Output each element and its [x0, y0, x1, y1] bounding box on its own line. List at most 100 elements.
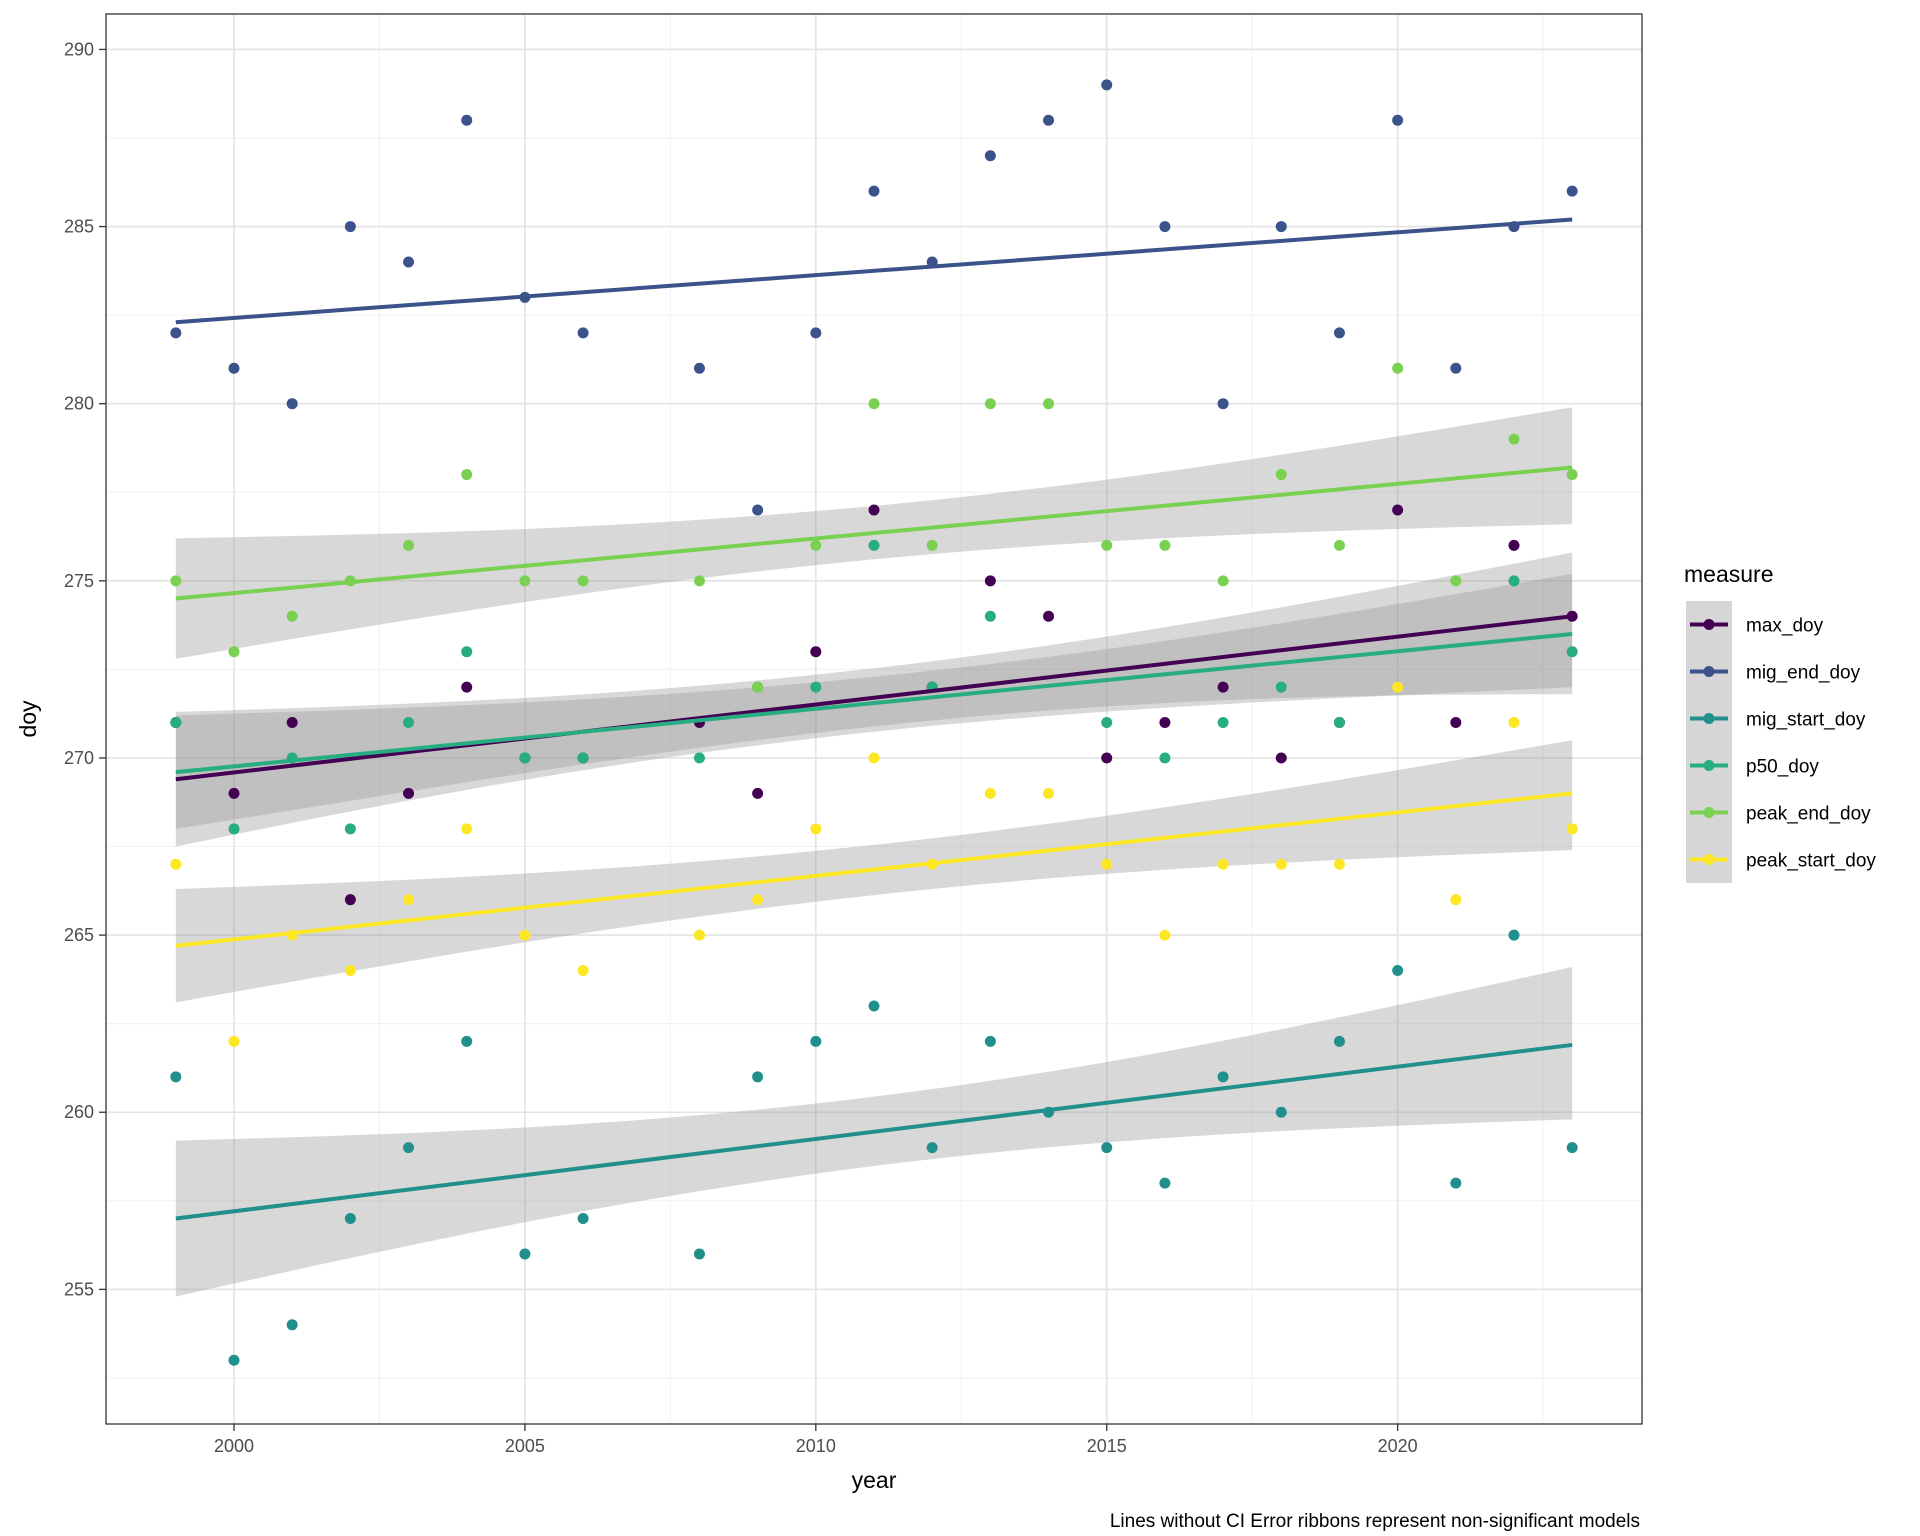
point-mig_end_doy [868, 185, 880, 197]
point-mig_start_doy [1566, 1142, 1578, 1154]
point-p50_doy [1508, 575, 1520, 587]
point-mig_end_doy [170, 327, 182, 339]
point-peak_start_doy [1450, 894, 1462, 906]
point-mig_end_doy [403, 256, 415, 268]
point-mig_start_doy [1450, 1177, 1462, 1189]
point-mig_start_doy [926, 1142, 938, 1154]
point-peak_end_doy [1275, 469, 1287, 481]
point-peak_start_doy [344, 965, 356, 977]
point-max_doy [1159, 717, 1171, 729]
point-peak_end_doy [403, 539, 415, 551]
point-peak_end_doy [1217, 575, 1229, 587]
point-peak_end_doy [1392, 362, 1404, 374]
point-mig_start_doy [1333, 1035, 1345, 1047]
point-max_doy [461, 681, 473, 693]
point-peak_start_doy [577, 965, 589, 977]
point-mig_end_doy [1392, 114, 1404, 126]
point-peak_end_doy [577, 575, 589, 587]
point-mig_start_doy [519, 1248, 531, 1260]
point-mig_end_doy [752, 504, 764, 516]
point-mig_end_doy [286, 398, 298, 410]
ci-ribbon-p50_doy [175, 573, 1573, 847]
point-peak_end_doy [984, 398, 996, 410]
point-p50_doy [1217, 717, 1229, 729]
y-tick-label: 270 [64, 748, 94, 768]
point-peak_end_doy [1043, 398, 1055, 410]
legend-key-point-mig_end_doy [1703, 666, 1715, 677]
point-mig_start_doy [1275, 1106, 1287, 1118]
point-max_doy [984, 575, 996, 587]
chart-caption: Lines without CI Error ribbons represent… [1110, 1511, 1640, 1532]
trend-line-mig_start_doy [175, 1042, 1573, 1221]
point-max_doy [1450, 717, 1462, 729]
point-peak_start_doy [868, 752, 880, 764]
legend-label-peak_end_doy: peak_end_doy [1746, 804, 1871, 825]
point-mig_start_doy [984, 1035, 996, 1047]
point-mig_start_doy [868, 1000, 880, 1012]
point-peak_end_doy [461, 469, 473, 481]
point-p50_doy [1333, 717, 1345, 729]
point-peak_end_doy [752, 681, 764, 693]
y-tick-label: 285 [64, 217, 94, 237]
point-max_doy [1217, 681, 1229, 693]
point-mig_end_doy [693, 362, 705, 374]
point-peak_end_doy [1450, 575, 1462, 587]
point-mig_end_doy [984, 150, 996, 162]
x-axis-title: year [852, 1467, 897, 1493]
point-p50_doy [810, 681, 822, 693]
point-p50_doy [519, 752, 531, 764]
trend-lines [175, 217, 1573, 1221]
point-max_doy [1101, 752, 1113, 764]
point-peak_start_doy [519, 929, 531, 941]
legend-label-peak_start_doy: peak_start_doy [1746, 851, 1876, 872]
point-max_doy [1508, 539, 1520, 551]
y-tick-label: 255 [64, 1279, 94, 1299]
point-max_doy [810, 646, 822, 658]
x-tick-label: 2000 [214, 1436, 254, 1456]
point-peak_end_doy [1508, 433, 1520, 445]
point-mig_start_doy [344, 1213, 356, 1225]
point-peak_end_doy [519, 575, 531, 587]
legend-key-point-p50_doy [1703, 760, 1715, 771]
point-peak_end_doy [1101, 539, 1113, 551]
point-mig_end_doy [228, 362, 240, 374]
point-peak_start_doy [403, 894, 415, 906]
point-peak_start_doy [1043, 787, 1055, 799]
point-max_doy [403, 787, 415, 799]
point-mig_start_doy [1159, 1177, 1171, 1189]
point-mig_end_doy [461, 114, 473, 126]
point-peak_start_doy [752, 894, 764, 906]
point-mig_end_doy [1333, 327, 1345, 339]
point-max_doy [286, 717, 298, 729]
point-mig_start_doy [1101, 1142, 1113, 1154]
trend-line-peak_end_doy [175, 465, 1573, 601]
point-mig_end_doy [1275, 221, 1287, 233]
point-mig_start_doy [693, 1248, 705, 1260]
plot-panel [106, 14, 1642, 1424]
point-peak_start_doy [1566, 823, 1578, 835]
point-p50_doy [461, 646, 473, 658]
y-tick-label: 290 [64, 39, 94, 59]
point-peak_end_doy [1333, 539, 1345, 551]
point-peak_start_doy [984, 787, 996, 799]
point-mig_end_doy [344, 221, 356, 233]
point-peak_end_doy [1159, 539, 1171, 551]
point-p50_doy [344, 823, 356, 835]
legend-label-p50_doy: p50_doy [1746, 757, 1819, 778]
y-tick-label: 275 [64, 571, 94, 591]
point-p50_doy [868, 539, 880, 551]
legend-label-max_doy: max_doy [1746, 616, 1824, 637]
point-mig_start_doy [403, 1142, 415, 1154]
point-p50_doy [1101, 717, 1113, 729]
point-max_doy [1392, 504, 1404, 516]
point-peak_start_doy [170, 858, 182, 870]
point-mig_end_doy [810, 327, 822, 339]
point-peak_start_doy [1101, 858, 1113, 870]
point-p50_doy [228, 823, 240, 835]
legend-key-point-peak_start_doy [1703, 854, 1715, 865]
point-peak_end_doy [868, 398, 880, 410]
point-peak_start_doy [810, 823, 822, 835]
point-peak_start_doy [1217, 858, 1229, 870]
point-max_doy [228, 787, 240, 799]
trend-line-p50_doy [175, 631, 1573, 775]
